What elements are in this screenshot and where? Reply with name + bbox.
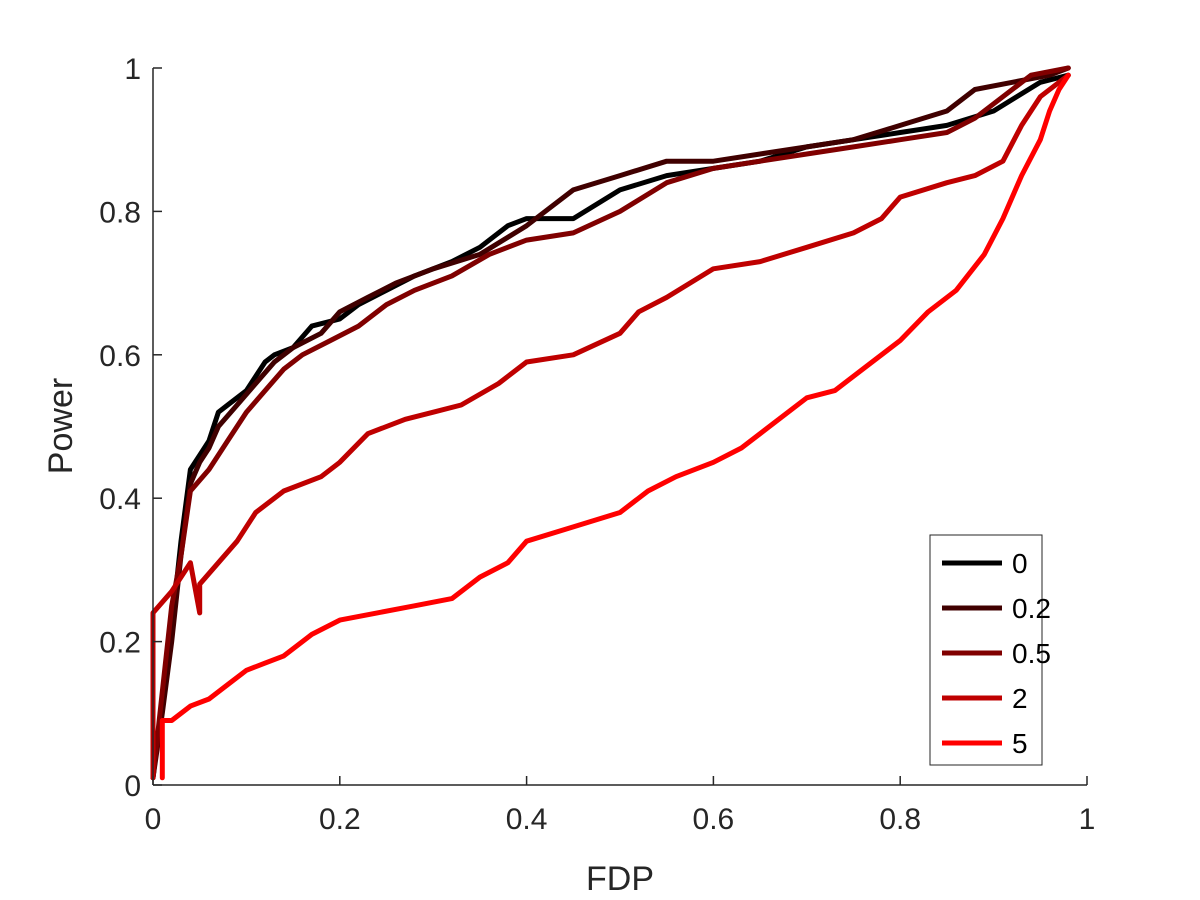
series-line-3 <box>150 72 1071 781</box>
y-tick-label: 1 <box>124 53 141 86</box>
x-tick-label: 0.8 <box>879 803 921 836</box>
axes-layer <box>152 68 1087 786</box>
ticks-layer: 0 0.2 0.4 0.6 0.8 1 0 0.2 0.4 0.6 0.8 1 <box>99 53 1095 836</box>
series-line-2 <box>150 65 1071 781</box>
legend-label-2: 0.5 <box>1012 638 1051 669</box>
series-line-1 <box>150 65 1071 781</box>
legend-label-3: 2 <box>1012 683 1028 714</box>
x-tick-label: 0 <box>145 803 162 836</box>
y-tick-label: 0.6 <box>99 340 141 373</box>
y-axis-title: Power <box>42 378 80 474</box>
x-tick-label: 1 <box>1079 803 1096 836</box>
series-layer <box>150 65 1071 781</box>
legend-label-4: 5 <box>1012 728 1028 759</box>
series-line-4 <box>159 72 1071 781</box>
y-tick-label: 0.2 <box>99 627 141 660</box>
y-tick-label: 0 <box>124 770 141 803</box>
x-tick-label: 0.6 <box>693 803 735 836</box>
x-tick-label: 0.2 <box>319 803 361 836</box>
legend-label-1: 0.2 <box>1012 593 1051 624</box>
x-axis-title: FDP <box>586 860 654 898</box>
x-tick-label: 0.4 <box>506 803 548 836</box>
legend-box <box>929 534 1043 766</box>
y-tick-label: 0.4 <box>99 483 141 516</box>
legend-label-0: 0 <box>1012 548 1028 579</box>
y-tick-label: 0.8 <box>99 196 141 229</box>
legend: 0 0.2 0.5 2 5 <box>929 534 1051 766</box>
